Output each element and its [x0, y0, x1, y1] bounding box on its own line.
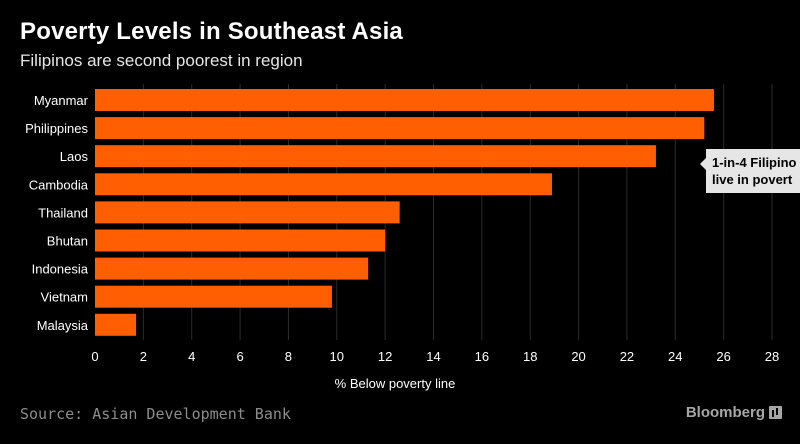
bar-vietnam: [95, 285, 332, 308]
annotation-line-1: 1-in-4 Filipino: [712, 155, 797, 170]
bar-philippines: [95, 117, 705, 140]
category-label: Bhutan: [47, 234, 88, 249]
x-tick-label: 22: [620, 349, 634, 364]
chart-subtitle: Filipinos are second poorest in region: [20, 51, 303, 70]
x-tick-label: 16: [475, 349, 489, 364]
category-label: Cambodia: [29, 177, 89, 192]
category-label: Thailand: [38, 205, 88, 220]
bloomberg-logo: Bloomberg: [686, 404, 782, 421]
x-tick-label: 26: [716, 349, 730, 364]
x-tick-label: 28: [765, 349, 779, 364]
x-tick-label: 0: [91, 349, 98, 364]
bar-thailand: [95, 201, 400, 224]
x-tick-label: 4: [188, 349, 195, 364]
x-tick-label: 2: [140, 349, 147, 364]
bar-malaysia: [95, 313, 137, 336]
category-label: Vietnam: [41, 290, 88, 305]
x-tick-labels: 0 2 4 6 8 10 12 14 16 18 20 22 24 26 28: [91, 349, 779, 364]
bloomberg-terminal-icon: [769, 406, 782, 419]
category-label: Philippines: [25, 121, 88, 136]
bar-cambodia: [95, 173, 552, 196]
category-label: Myanmar: [34, 93, 89, 108]
x-tick-label: 18: [523, 349, 537, 364]
bar-indonesia: [95, 257, 369, 280]
bars: [95, 89, 714, 336]
callout-pointer: [700, 158, 706, 170]
category-label: Indonesia: [32, 262, 89, 277]
bar-chart: Myanmar Philippines Laos Cambodia Thailand Bh…: [25, 84, 779, 391]
category-label: Laos: [60, 149, 89, 164]
category-label: Malaysia: [37, 318, 89, 333]
annotation-line-2: live in povert: [712, 172, 793, 187]
x-tick-label: 24: [668, 349, 682, 364]
chart-title: Poverty Levels in Southeast Asia: [20, 18, 403, 45]
annotation-callout: 1-in-4 Filipino live in povert: [706, 149, 800, 193]
x-tick-label: 14: [426, 349, 440, 364]
brand-name: Bloomberg: [685, 404, 765, 421]
x-tick-label: 20: [571, 349, 585, 364]
bar-myanmar: [95, 89, 714, 111]
x-tick-label: 10: [330, 349, 344, 364]
x-tick-label: 8: [285, 349, 292, 364]
x-tick-label: 6: [236, 349, 243, 364]
bar-bhutan: [95, 229, 386, 252]
source-note: Source: Asian Development Bank: [20, 405, 291, 423]
x-tick-label: 12: [378, 349, 392, 364]
x-axis-label: % Below poverty line: [335, 376, 456, 391]
category-labels: Myanmar Philippines Laos Cambodia Thailand Bh…: [25, 93, 89, 333]
bar-laos: [95, 145, 656, 168]
